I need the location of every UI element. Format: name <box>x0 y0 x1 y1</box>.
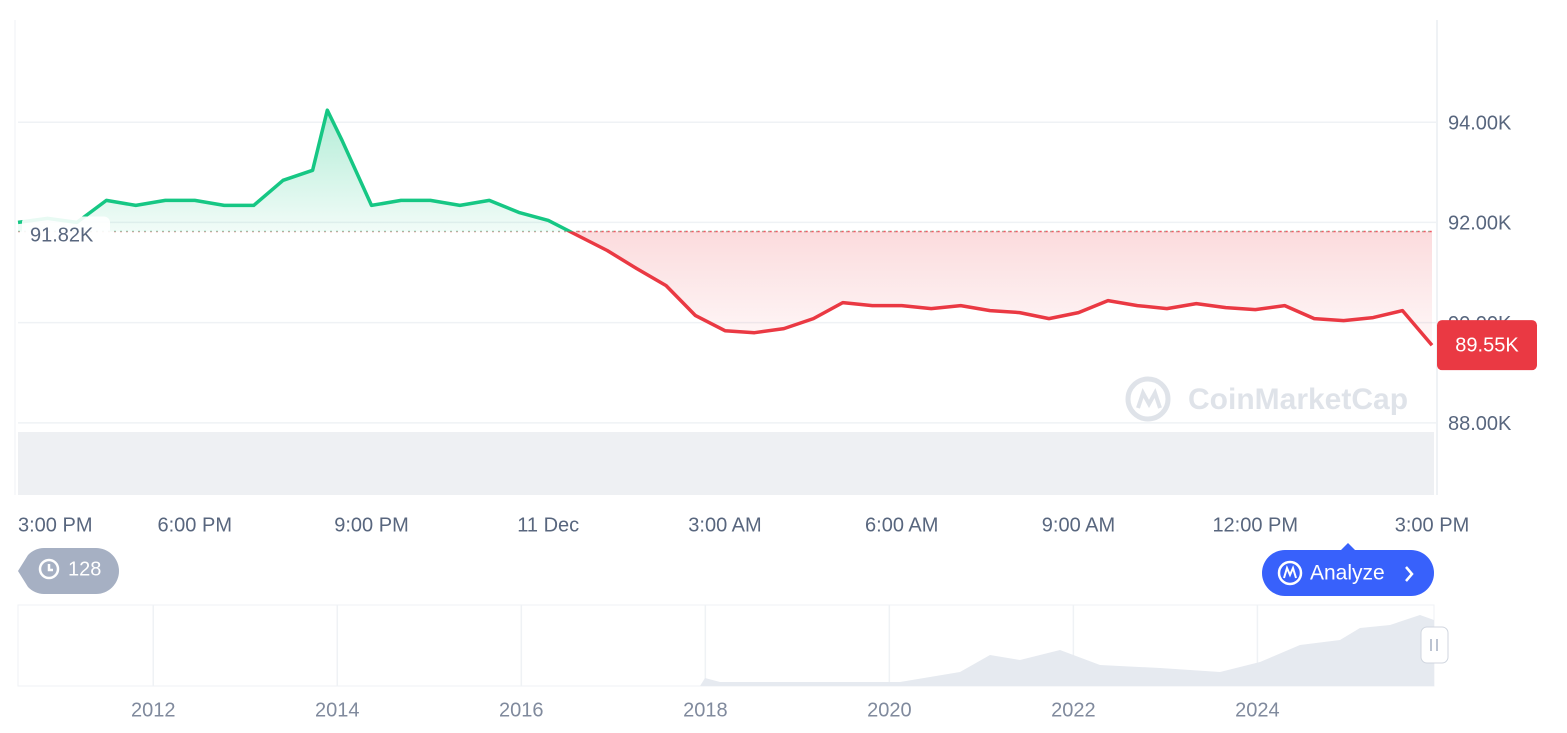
watermark-logo <box>1125 376 1171 422</box>
badge-count: 128 <box>68 558 101 580</box>
x-tick-label: 12:00 PM <box>1212 514 1298 536</box>
navigator-tick-label: 2012 <box>131 699 176 721</box>
button-icon <box>1277 560 1303 586</box>
watermark-logo <box>1136 388 1162 409</box>
navigator-tick-label: 2014 <box>315 699 360 721</box>
button-chevron <box>1405 566 1414 582</box>
reference-label: 91.82K <box>30 225 94 247</box>
x-tick-label: 6:00 PM <box>158 514 232 536</box>
button-caret <box>1341 543 1355 550</box>
navigator-tick-label: 2024 <box>1235 699 1280 721</box>
navigator-tick-label: 2018 <box>683 699 728 721</box>
navigator-area <box>18 615 1434 686</box>
reference-label-bg <box>22 216 110 247</box>
current-price-bg <box>1437 320 1537 371</box>
x-tick-label: 6:00 AM <box>865 514 938 536</box>
history-icon <box>38 558 60 580</box>
navigator-tick-label: 2020 <box>867 699 912 721</box>
navigator-handle[interactable] <box>1420 626 1449 664</box>
y-tick-label: 94.00K <box>1448 112 1512 134</box>
volume-strip <box>18 432 1434 495</box>
button-label: Analyze <box>1310 562 1385 585</box>
analyze-button[interactable]: Analyze <box>1262 543 1434 596</box>
navigator-tick-label: 2022 <box>1051 699 1096 721</box>
x-tick-label: 3:00 AM <box>688 514 761 536</box>
button-icon <box>1283 565 1297 579</box>
x-tick-label: 9:00 PM <box>334 514 408 536</box>
x-tick-label: 3:00 PM <box>1395 514 1469 536</box>
button-bg <box>1262 550 1434 596</box>
badge-bg <box>18 548 119 594</box>
plot <box>17 108 1434 347</box>
y-tick-label: 88.00K <box>1448 413 1512 435</box>
x-tick-label: 11 Dec <box>517 514 579 536</box>
history-badge[interactable]: 128 <box>18 548 119 594</box>
history-icon <box>47 564 53 572</box>
y-tick-label: 92.00K <box>1448 213 1512 235</box>
price-line <box>17 108 1434 347</box>
current-price-label: 89.55K <box>1455 334 1519 356</box>
navigator-tick-label: 2016 <box>499 699 544 721</box>
x-tick-label: 9:00 AM <box>1042 514 1115 536</box>
watermark-text: CoinMarketCap <box>1188 383 1408 416</box>
x-tick-label: 3:00 PM <box>18 514 92 536</box>
price-area <box>18 110 1432 346</box>
watermark: CoinMarketCap <box>1125 376 1408 422</box>
